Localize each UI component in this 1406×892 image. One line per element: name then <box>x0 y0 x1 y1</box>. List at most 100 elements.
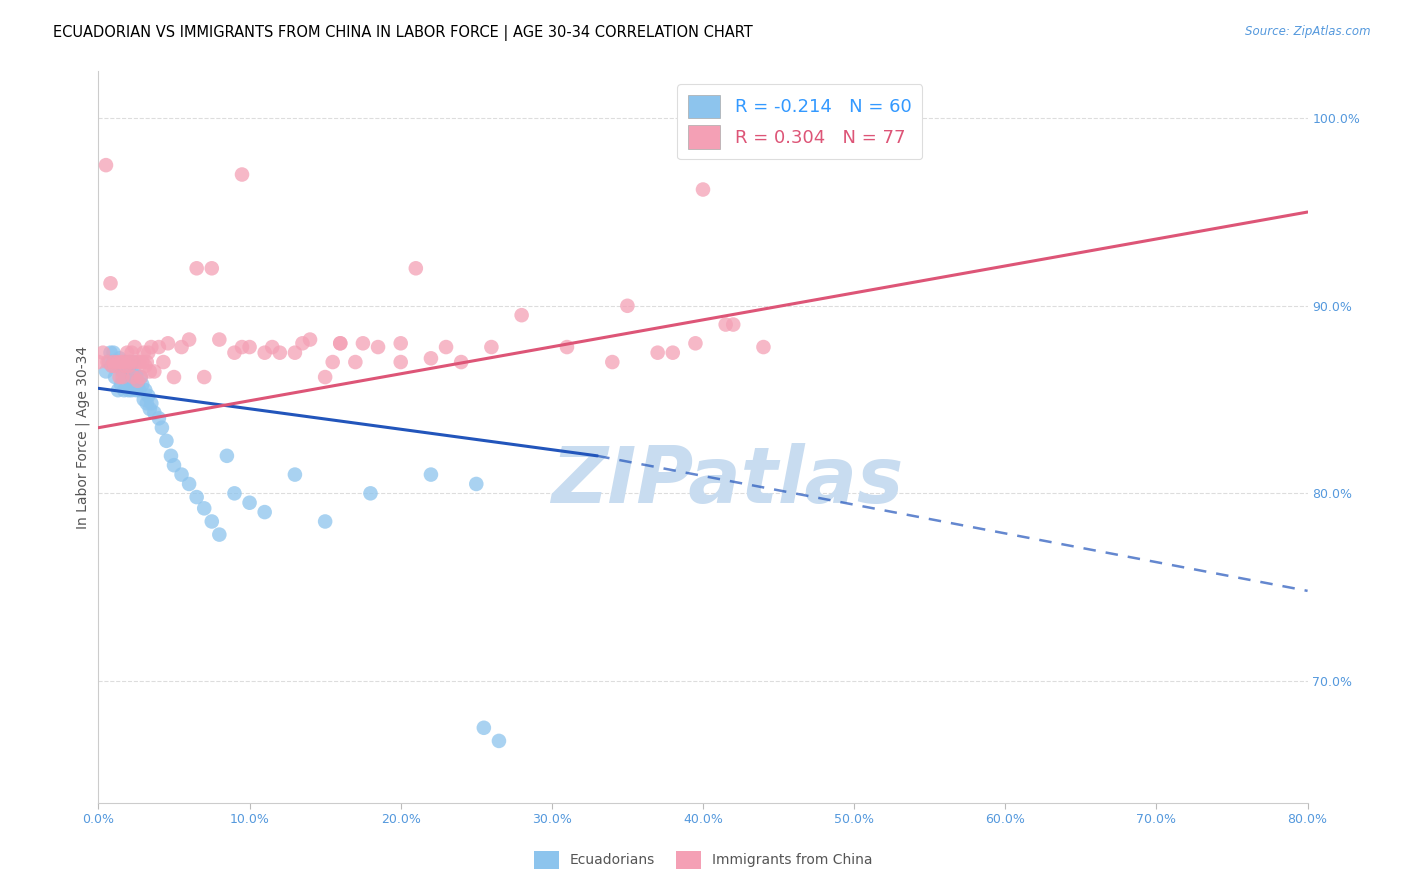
Point <box>121 383 143 397</box>
Point <box>224 486 246 500</box>
Point <box>201 515 224 529</box>
Point <box>131 355 153 369</box>
Point <box>752 340 775 354</box>
Point <box>179 333 201 347</box>
Point <box>291 336 314 351</box>
Point <box>163 370 186 384</box>
Point <box>121 345 143 359</box>
Point <box>98 355 121 369</box>
Point <box>685 336 707 351</box>
Point <box>269 345 291 359</box>
Point <box>389 336 412 351</box>
Point <box>135 355 157 369</box>
Point <box>96 355 118 369</box>
Point <box>128 355 150 369</box>
Point <box>208 333 231 347</box>
Point <box>420 351 443 366</box>
Point <box>322 355 344 369</box>
Point <box>128 383 150 397</box>
Point <box>118 383 141 397</box>
Point <box>112 355 135 369</box>
Point <box>111 370 134 384</box>
Point <box>148 411 170 425</box>
Point <box>114 359 136 373</box>
Point <box>101 359 124 373</box>
Point <box>143 406 166 420</box>
Point <box>253 345 276 359</box>
Point <box>129 370 152 384</box>
Point <box>231 340 253 354</box>
Point <box>262 340 284 354</box>
Point <box>314 370 336 384</box>
Text: ZIPatlas: ZIPatlas <box>551 443 903 519</box>
Point <box>104 370 127 384</box>
Point <box>110 377 132 392</box>
Point <box>150 420 173 434</box>
Point <box>114 370 136 384</box>
Point <box>284 467 307 482</box>
Point <box>420 467 443 482</box>
Point <box>107 359 129 373</box>
Point <box>100 345 122 359</box>
Point <box>661 345 683 359</box>
Point <box>132 345 155 359</box>
Point <box>132 392 155 407</box>
Point <box>118 360 141 375</box>
Point <box>107 383 129 397</box>
Point <box>344 355 367 369</box>
Point <box>193 501 215 516</box>
Point <box>647 345 669 359</box>
Point <box>127 377 149 392</box>
Point <box>127 374 149 388</box>
Text: Source: ZipAtlas.com: Source: ZipAtlas.com <box>1246 25 1371 38</box>
Point <box>201 261 224 276</box>
Point <box>170 467 193 482</box>
Point <box>602 355 624 369</box>
Point <box>118 359 141 373</box>
Point <box>121 364 143 378</box>
Point <box>139 364 162 378</box>
Point <box>115 355 138 369</box>
Point <box>125 368 148 383</box>
Point <box>103 345 125 359</box>
Point <box>239 496 262 510</box>
Point <box>129 370 152 384</box>
Y-axis label: In Labor Force | Age 30-34: In Labor Force | Age 30-34 <box>76 345 90 529</box>
Point <box>110 355 132 369</box>
Point <box>136 389 159 403</box>
Point <box>472 721 495 735</box>
Point <box>100 277 122 291</box>
Point <box>329 336 352 351</box>
Point <box>224 345 246 359</box>
Point <box>135 396 157 410</box>
Point <box>186 261 208 276</box>
Point <box>405 261 427 276</box>
Point <box>104 359 127 373</box>
Point <box>299 333 322 347</box>
Point <box>367 340 389 354</box>
Point <box>555 340 578 354</box>
Point <box>136 345 159 359</box>
Point <box>186 490 208 504</box>
Point <box>314 515 336 529</box>
Point <box>125 383 148 397</box>
Point <box>152 355 174 369</box>
Point <box>510 308 533 322</box>
Point <box>139 401 162 416</box>
Point <box>488 734 510 748</box>
Point <box>193 370 215 384</box>
Point <box>122 355 145 369</box>
Point <box>714 318 737 332</box>
Point <box>131 377 153 392</box>
Point <box>170 340 193 354</box>
Point <box>134 383 156 397</box>
Point <box>125 355 148 369</box>
Point <box>103 355 125 369</box>
Point <box>434 340 457 354</box>
Point <box>360 486 382 500</box>
Point <box>103 355 125 369</box>
Legend: R = -0.214   N = 60, R = 0.304   N = 77: R = -0.214 N = 60, R = 0.304 N = 77 <box>678 84 922 160</box>
Point <box>143 364 166 378</box>
Point <box>108 351 131 366</box>
Point <box>231 168 253 182</box>
